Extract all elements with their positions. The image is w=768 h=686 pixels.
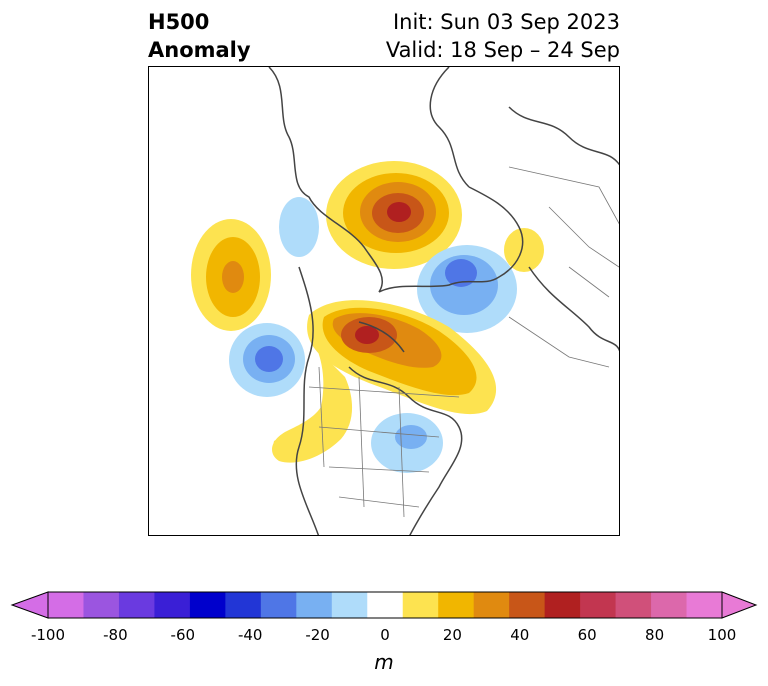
colorbar-segment — [48, 592, 84, 618]
colorbar-segment — [438, 592, 475, 618]
anomaly-map — [148, 66, 620, 536]
colorbar-segment — [331, 592, 368, 618]
colorbar-segment — [296, 592, 333, 618]
colorbar-segment — [154, 592, 191, 618]
colorbar-segment — [367, 592, 404, 618]
colorbar-tick-label: 40 — [510, 626, 530, 644]
colorbar-tick-label: -80 — [103, 626, 128, 644]
anomaly-greatlakes-negative — [371, 413, 443, 473]
title-line-1: H500 — [148, 10, 210, 34]
colorbar-unit-label: m — [374, 650, 394, 674]
map-title: H500 Anomaly — [148, 8, 251, 64]
colorbar-segment — [651, 592, 688, 618]
colorbar-segment — [189, 592, 226, 618]
borders — [308, 166, 619, 518]
anomaly-western-na-positive — [272, 349, 353, 463]
colorbar-tick-label: -40 — [237, 626, 263, 644]
colorbar-tick-label: -100 — [30, 626, 66, 644]
title-line-2: Anomaly — [148, 38, 251, 62]
colorbar-segment — [118, 592, 155, 618]
colorbar-tick-label: -20 — [305, 626, 330, 644]
coastlines — [268, 67, 619, 535]
colorbar-tick-label: 100 — [707, 626, 737, 644]
colorbar-segment — [260, 592, 297, 618]
colorbar-tick-label: 0 — [380, 626, 390, 644]
init-date: Init: Sun 03 Sep 2023 — [392, 10, 620, 34]
colorbar-segment — [686, 592, 723, 618]
valid-range: Valid: 18 Sep – 24 Sep — [385, 38, 620, 62]
anomaly-pacific-positive — [191, 219, 271, 331]
colorbar-tick-label: 80 — [645, 626, 665, 644]
colorbar-segment — [473, 592, 510, 618]
colorbar-segment — [402, 592, 439, 618]
colorbar-extend-min — [10, 591, 49, 619]
date-info: Init: Sun 03 Sep 2023 Valid: 18 Sep – 24… — [386, 8, 620, 64]
colorbar-segment — [580, 592, 617, 618]
colorbar-segment — [509, 592, 546, 618]
colorbar-outline — [47, 591, 723, 619]
colorbar-extend-max — [721, 591, 758, 619]
colorbar-strip — [10, 591, 758, 619]
colorbar-tick-label: -60 — [170, 626, 196, 644]
anomaly-alaska-negative — [229, 323, 305, 397]
colorbar-segment — [225, 592, 262, 618]
map-canvas — [191, 67, 619, 535]
colorbar-tick-label: 20 — [442, 626, 462, 644]
colorbar-segment — [83, 592, 120, 618]
anomaly-scandinavia-negative — [417, 245, 517, 333]
colorbar-segment — [615, 592, 652, 618]
colorbar-tick-label: 60 — [577, 626, 597, 644]
anomaly-canada-positive — [307, 300, 497, 415]
colorbar — [0, 586, 768, 686]
colorbar-segment — [544, 592, 581, 618]
